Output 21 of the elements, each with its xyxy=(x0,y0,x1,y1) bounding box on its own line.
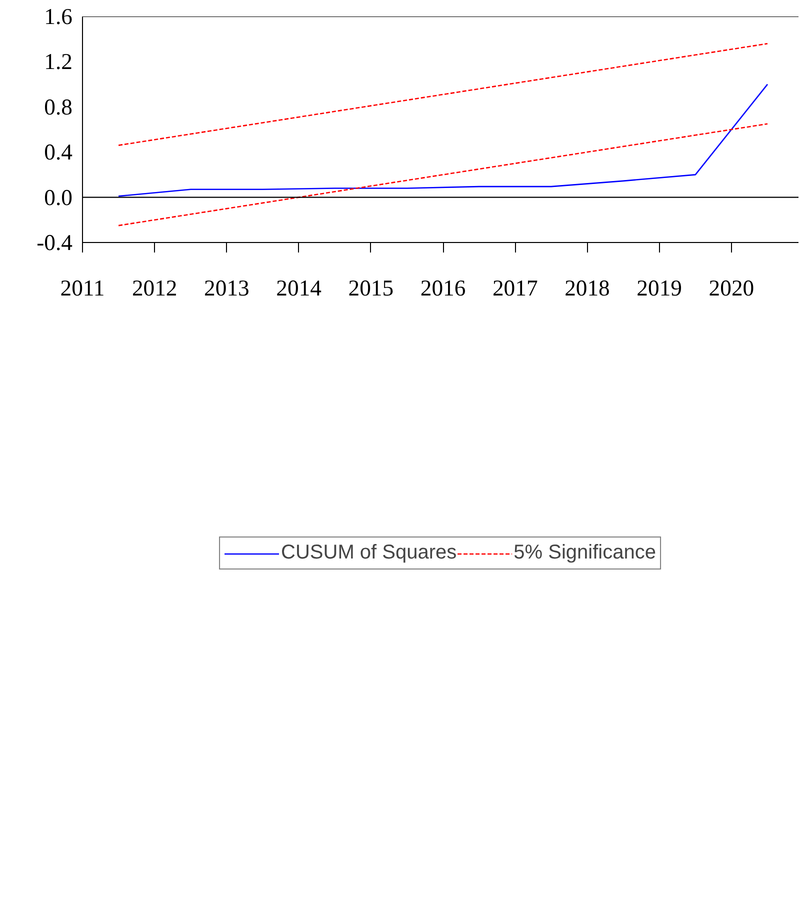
x-tick-label: 2017 xyxy=(492,276,538,300)
x-tick-label: 2013 xyxy=(204,276,250,300)
line-series xyxy=(118,42,768,146)
y-tick-label: 0.8 xyxy=(44,94,73,120)
y-tick-label: 1.6 xyxy=(44,4,73,29)
x-tick-label: 2020 xyxy=(708,276,754,300)
y-tick-label: 0.4 xyxy=(44,140,73,165)
x-tick-label: 2015 xyxy=(348,276,394,300)
x-tick-label: 2014 xyxy=(276,276,322,300)
line-series xyxy=(118,84,768,197)
legend-label: CUSUM of Squares xyxy=(281,542,457,564)
x-tick-label: 2019 xyxy=(636,276,682,300)
x-tick-label: 2018 xyxy=(564,276,610,300)
x-tick-label: 2011 xyxy=(60,276,105,300)
y-tick-label: -0.4 xyxy=(36,230,73,255)
x-tick-label: 2016 xyxy=(420,276,466,300)
x-tick-label: 2012 xyxy=(132,276,178,300)
line-series xyxy=(118,123,768,226)
y-tick-label: 1.2 xyxy=(44,49,73,74)
legend-label: 5% Significance xyxy=(514,542,656,564)
y-tick-label: 0.0 xyxy=(44,184,73,210)
